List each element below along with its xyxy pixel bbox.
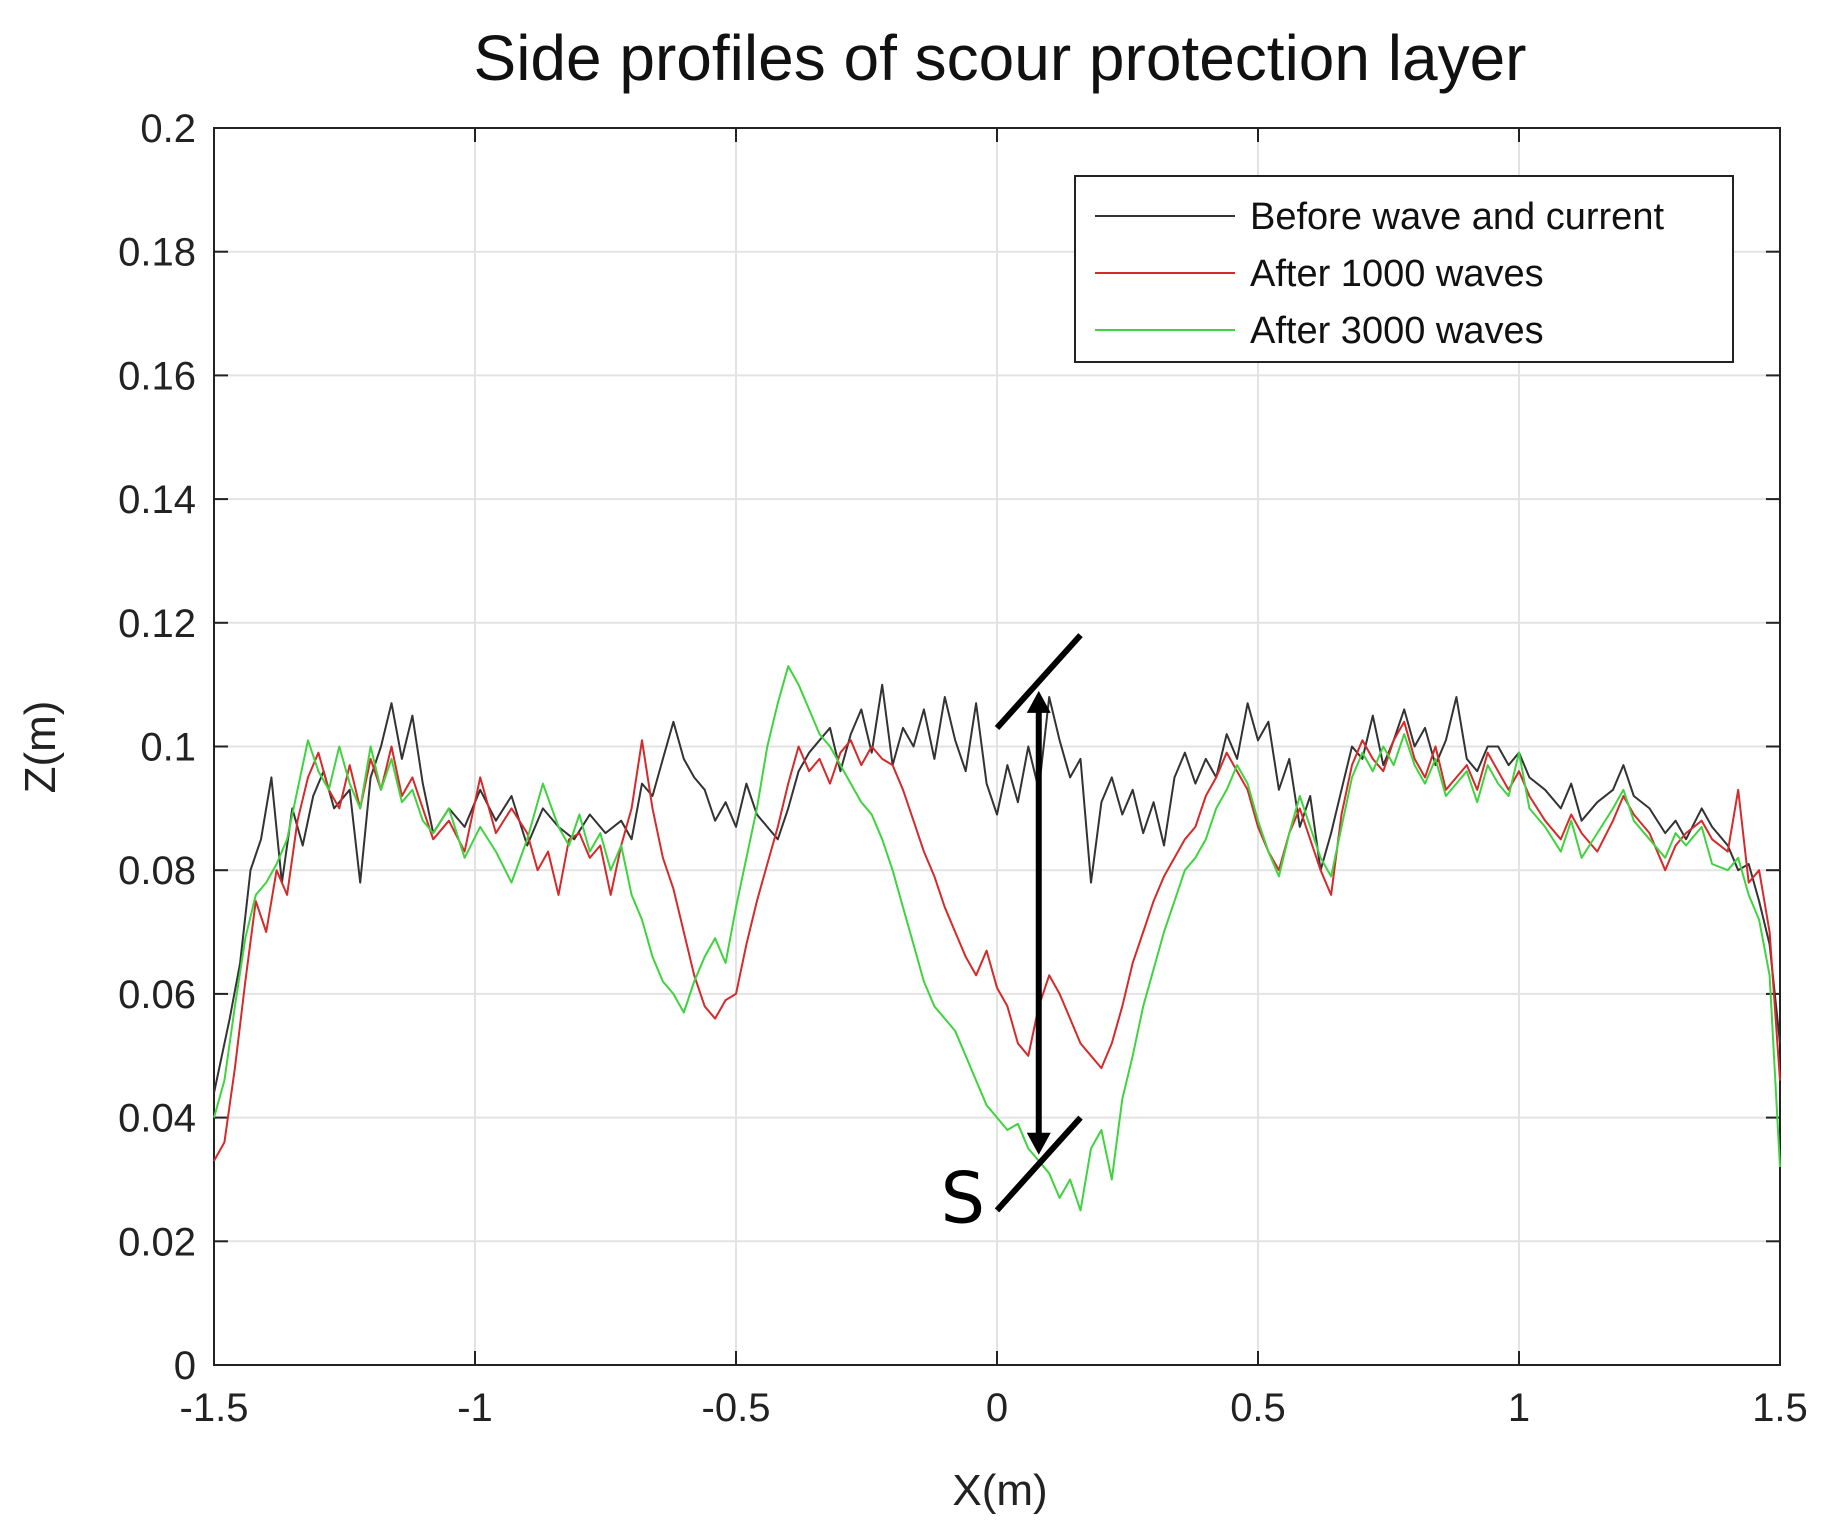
- series-layer: [213, 665, 1781, 1212]
- y-axis-label: Z(m): [16, 701, 65, 794]
- scour-depth-arrowhead-bottom: [1026, 1132, 1051, 1155]
- series-line-1: [213, 683, 1781, 1094]
- y-tick-label: 0.16: [118, 354, 196, 398]
- y-tick-label: 0.02: [118, 1220, 196, 1264]
- legend-label-1: Before wave and current: [1250, 196, 1664, 238]
- y-tick-label: 0.06: [118, 973, 196, 1017]
- x-tick-label: 1.5: [1752, 1386, 1808, 1430]
- scour-depth-top-bar: [994, 633, 1083, 730]
- chart-title: Side profiles of scour protection layer: [474, 22, 1527, 94]
- series-line-2: [213, 720, 1781, 1162]
- legend: Before wave and current After 1000 waves A…: [1074, 175, 1734, 363]
- tick-layer: -1.5 -1 -0.5 0 0.5 1 1.5 0 0.02 0.04 0.06 0.08 0.1 0.…: [118, 107, 1808, 1430]
- legend-label-3: After 3000 waves: [1250, 310, 1544, 352]
- y-tick-label: 0.04: [118, 1097, 196, 1141]
- y-tick-label: 0.12: [118, 602, 196, 646]
- x-tick-label: -1.5: [180, 1386, 249, 1430]
- y-tick-label: 0: [174, 1344, 196, 1388]
- x-tick-label: -1: [457, 1386, 493, 1430]
- y-tick-label: 0.08: [118, 849, 196, 893]
- x-tick-label: 0.5: [1230, 1386, 1286, 1430]
- series-line-3: [213, 665, 1781, 1212]
- annotation-layer: S: [941, 633, 1083, 1239]
- scour-depth-arrowhead-top: [1026, 690, 1051, 713]
- y-tick-label: 0.2: [140, 107, 196, 151]
- x-tick-label: 1: [1508, 1386, 1530, 1430]
- y-tick-label: 0.1: [140, 726, 196, 770]
- scour-depth-label: S: [941, 1157, 985, 1239]
- x-tick-label: 0: [986, 1386, 1008, 1430]
- x-axis-label: X(m): [952, 1466, 1047, 1515]
- y-tick-label: 0.14: [118, 478, 196, 522]
- legend-label-2: After 1000 waves: [1250, 253, 1544, 295]
- y-tick-label: 0.18: [118, 231, 196, 275]
- x-tick-label: -0.5: [702, 1386, 771, 1430]
- scour-depth-bottom-bar: [994, 1115, 1083, 1213]
